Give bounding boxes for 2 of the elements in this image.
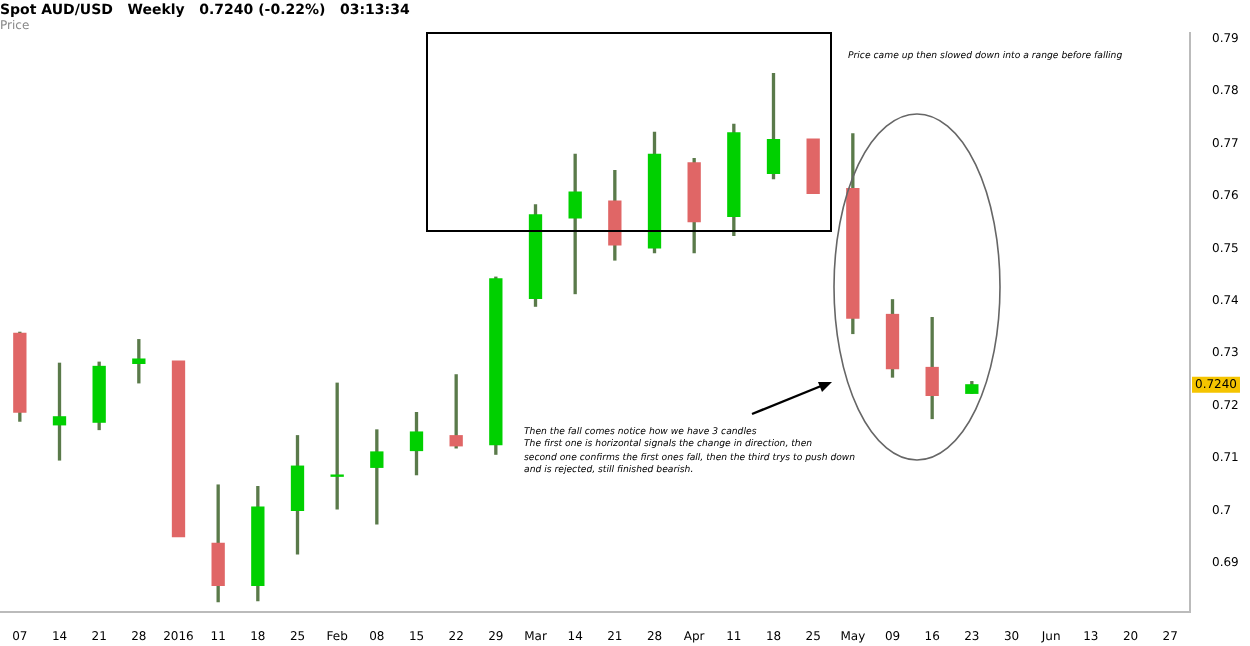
candlestick	[806, 138, 820, 194]
candlestick	[171, 360, 186, 538]
